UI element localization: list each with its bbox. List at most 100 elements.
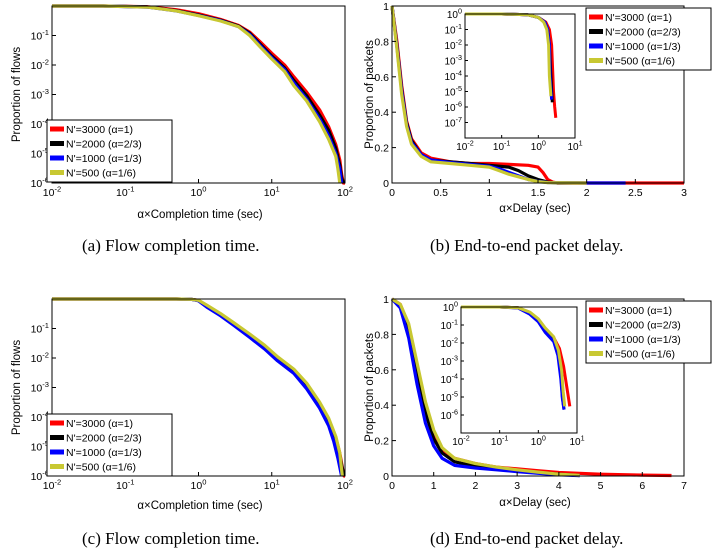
series-line-4 (52, 4, 342, 184)
y-tick-label: 0.6 (374, 365, 389, 377)
inset-x-tick-label: 100 (531, 139, 546, 154)
legend-entry: N'=500 (α=1/6) (66, 168, 136, 180)
legend-entry: N'=3000 (α=1) (66, 418, 133, 430)
legend: N'=3000 (α=1) N'=2000 (α=2/3) N'=1000 (α=1… (585, 7, 712, 71)
x-axis-label: α×Completion time (sec) (137, 500, 262, 512)
inset-y-tick-label: 10-3 (444, 53, 462, 68)
series-group (390, 297, 672, 478)
chart-panel-c: 10-2 10-1 100 101 10210-610-510-410-310-210-… (11, 297, 353, 512)
inset-x-tick-label: 101 (569, 434, 584, 449)
y-axis-label: Proportion of packets (364, 333, 376, 442)
legend-box (46, 413, 173, 477)
x-tick-label: 102 (337, 477, 353, 492)
y-tick-label: 0.6 (374, 72, 389, 84)
inset-y-tick-label: 10-6 (444, 100, 462, 115)
inset-background (465, 14, 575, 138)
y-tick-label: 10-3 (31, 87, 49, 102)
legend-entry: N'=3000 (α=1) (605, 12, 672, 24)
y-tick-label: 0.8 (374, 36, 389, 48)
x-tick-label: 0 (389, 187, 395, 199)
y-tick-label: 0.2 (374, 143, 389, 155)
legend: N'=3000 (α=1) N'=2000 (α=2/3) N'=1000 (α=1… (46, 413, 173, 477)
x-tick-label: 0.5 (433, 187, 448, 199)
inset-chart: 10-2 10-1 100 101 10-6 10-5 10-4 10-3 10-2 10-1 10… (440, 300, 584, 449)
y-tick-label: 10-5 (31, 146, 49, 161)
legend-entry: N'=2000 (α=2/3) (66, 433, 142, 445)
inset-y-tick-label: 10-6 (440, 408, 458, 423)
y-tick-label: 0.2 (374, 436, 389, 448)
y-axis-label: Proportion of packets (364, 40, 376, 149)
x-tick-label: 3 (681, 187, 687, 199)
inset-x-tick-label: 100 (531, 434, 546, 449)
inset-x-tick-label: 10-2 (452, 434, 470, 449)
x-tick-label: 101 (264, 477, 280, 492)
caption-d: (d) End-to-end packet delay. (430, 529, 624, 548)
legend-entry: N'=3000 (α=1) (66, 124, 133, 136)
x-tick-label: 101 (264, 184, 280, 199)
inset-x-tick-label: 101 (567, 139, 582, 154)
x-tick-label: 1 (486, 187, 492, 199)
x-tick-label: 100 (191, 477, 207, 492)
x-tick-label: 2.5 (628, 187, 643, 199)
inset-y-tick-label: 100 (447, 7, 462, 22)
legend-entry: N'=2000 (α=2/3) (605, 320, 681, 332)
legend-box (585, 300, 712, 364)
series-group (390, 5, 684, 185)
y-tick-label: 0 (383, 178, 389, 190)
x-tick-label: 2 (473, 480, 479, 492)
series-line-4 (390, 5, 587, 185)
legend-entry: N'=3000 (α=1) (605, 305, 672, 317)
caption-b: (b) End-to-end packet delay. (430, 236, 624, 255)
x-tick-label: 3 (514, 480, 520, 492)
y-tick-label: 1 (383, 294, 389, 306)
legend-entry: N'=2000 (α=2/3) (66, 139, 142, 151)
legend-entry: N'=1000 (α=1/3) (605, 41, 681, 53)
x-tick-label: 10-1 (116, 477, 134, 492)
x-axis-label: α×Delay (sec) (499, 497, 571, 509)
chart-panel-b: 0 0.5 1 1.5 2 2.5 3 0 0.2 0.4 0.6 0.8 1 α×Delay (sec)… (364, 1, 712, 215)
legend-box (585, 7, 712, 71)
legend-entry: N'=1000 (α=1/3) (605, 334, 681, 346)
legend-entry: N'=500 (α=1/6) (66, 462, 136, 474)
plot-frame (391, 298, 685, 477)
x-axis-label: α×Completion time (sec) (137, 209, 262, 221)
y-tick-label: 10-4 (31, 409, 49, 424)
legend: N'=3000 (α=1) N'=2000 (α=2/3) N'=1000 (α=1… (46, 119, 173, 183)
inset-y-tick-label: 10-5 (440, 390, 458, 405)
series-line-4 (391, 297, 580, 477)
y-tick-label: 10-2 (31, 350, 49, 365)
y-tick-label: 10-4 (31, 116, 49, 131)
caption-c: (c) Flow completion time. (82, 529, 260, 548)
inset-background (461, 307, 577, 433)
x-tick-label: 6 (639, 480, 645, 492)
inset-x-tick-label: 10-2 (456, 139, 474, 154)
inset-frame (460, 306, 578, 434)
y-tick-label: 10-5 (31, 439, 49, 454)
chart-panel-a: 10-2 10-1 100 101 10210-610-510-410-310-210-… (11, 4, 353, 221)
inset-y-tick-label: 10-2 (440, 336, 458, 351)
inset-y-tick-label: 10-4 (444, 69, 462, 84)
x-tick-label: 2 (584, 187, 590, 199)
y-axis-label: Proportion of flows (11, 340, 23, 435)
x-axis-label: α×Delay (sec) (499, 203, 571, 215)
legend-entry: N'=1000 (α=1/3) (66, 447, 142, 459)
y-tick-label: 10-1 (31, 321, 49, 336)
y-tick-label: 0.8 (374, 329, 389, 341)
caption-a: (a) Flow completion time. (82, 236, 260, 255)
x-tick-label: 10-2 (43, 477, 61, 492)
legend-entry: N'=1000 (α=1/3) (66, 153, 142, 165)
inset-y-tick-label: 10-4 (440, 372, 458, 387)
inset-y-tick-label: 100 (443, 300, 458, 315)
inset-y-tick-label: 10-1 (440, 318, 458, 333)
x-tick-label: 7 (681, 480, 687, 492)
x-tick-label: 1 (431, 480, 437, 492)
x-tick-label: 100 (191, 184, 207, 199)
x-tick-label: 0 (389, 480, 395, 492)
inset-x-tick-label: 10-1 (491, 434, 509, 449)
inset-x-tick-label: 10-1 (493, 139, 511, 154)
legend: N'=3000 (α=1) N'=2000 (α=2/3) N'=1000 (α=1… (585, 300, 712, 364)
legend-entry: N'=500 (α=1/6) (605, 349, 675, 361)
legend-box (46, 119, 173, 183)
inset-y-tick-label: 10-2 (444, 38, 462, 53)
